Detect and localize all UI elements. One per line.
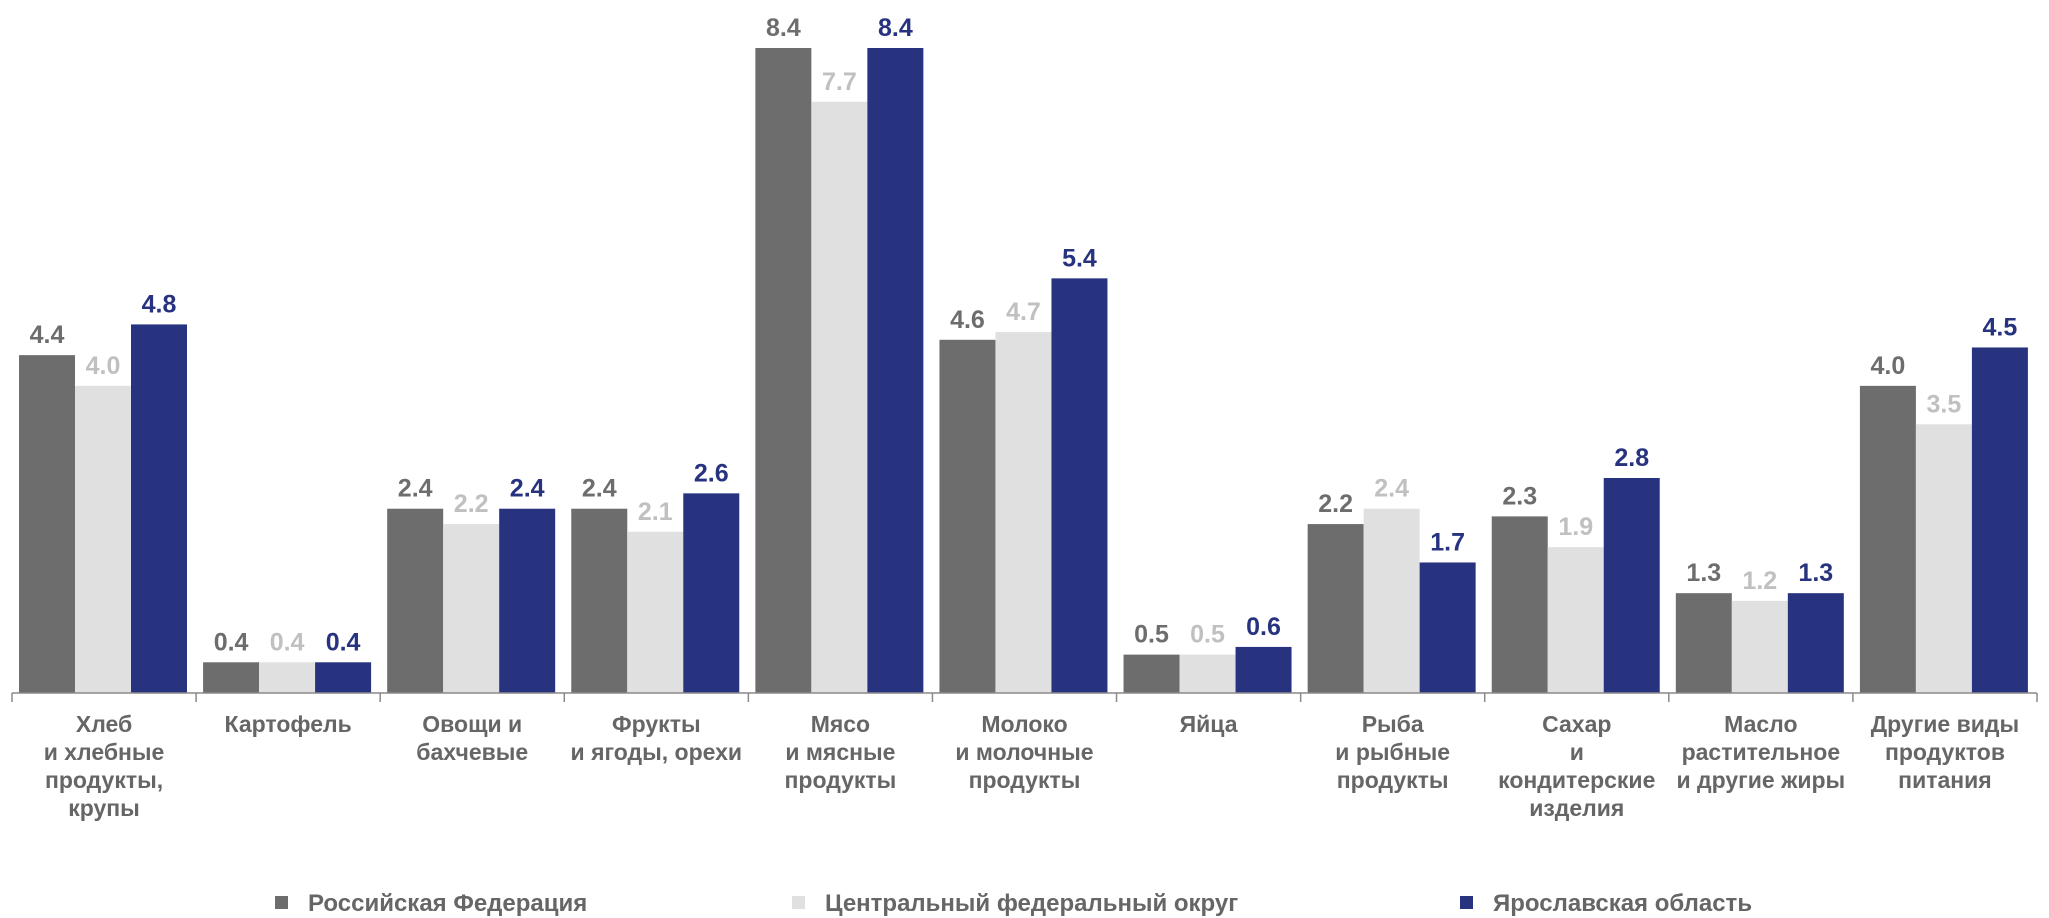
bar [1307,524,1364,693]
data-label: 4.6 [950,306,985,334]
legend-label: Центральный федеральный округ [825,890,1238,917]
legend-label: Российская Федерация [308,890,587,917]
category-label: Рыба и рыбные продукты [1335,711,1450,793]
data-label: 4.0 [1871,352,1906,380]
data-label: 2.4 [398,475,433,503]
bar [1491,516,1548,693]
bar [387,508,444,693]
data-label: 0.4 [326,628,361,656]
bar [995,332,1052,693]
bar [75,385,131,693]
bar [867,48,924,693]
data-label: 1.2 [1742,567,1777,595]
legend-item: Ярославская область [1460,890,1752,917]
data-label: 2.1 [638,498,673,526]
bar [1603,478,1660,693]
data-label: 3.5 [1927,390,1962,418]
bar [203,662,260,693]
bar [1179,654,1236,693]
category-label: Овощи и бахчевые [416,711,528,765]
legend-item: Центральный федеральный округ [792,890,1238,917]
category-label: Хлеб и хлебные продукты, крупы [44,711,165,821]
bar [1235,646,1292,693]
bar [571,508,628,693]
data-label: 2.4 [582,475,617,503]
category-labels-layer: Хлеб и хлебные продукты, крупы Картофель Овощ… [44,711,2019,821]
data-label: 8.4 [878,14,913,42]
data-label: 4.8 [142,290,177,318]
data-label: 4.4 [30,321,65,349]
data-label: 4.0 [86,352,121,380]
legend-label: Ярославская область [1493,890,1752,917]
bar [1123,654,1180,693]
data-label: 1.9 [1558,513,1593,541]
data-label: 5.4 [1062,244,1097,272]
bar [1731,600,1788,693]
data-label: 2.4 [1374,475,1409,503]
bar [1971,347,2028,693]
data-label: 4.7 [1006,298,1041,326]
x-axis [11,692,2038,702]
category-label: Фрукты и ягоды, орехи [571,711,743,765]
bar [627,531,684,693]
data-labels-layer: 4.4 4.0 4.8 0.4 0.4 0.4 2.4 2.2 2.4 2.4 2.1 2.6 8.4 7… [30,14,2018,656]
category-label: Сахар и кондитерские изделия [1498,711,1655,821]
bar [939,339,996,693]
data-label: 2.2 [1318,490,1353,518]
bar [1051,278,1108,693]
data-label: 2.6 [694,459,729,487]
category-label: Мясо и мясные продукты [785,711,897,793]
data-label: 0.4 [214,628,249,656]
data-label: 0.5 [1190,621,1225,649]
bar [259,662,316,693]
data-label: 2.3 [1502,482,1537,510]
data-label: 1.3 [1798,559,1833,587]
bar [315,662,372,693]
data-label: 7.7 [822,68,857,96]
bar [19,355,75,693]
category-label: Яйца [1180,711,1238,737]
category-label: Масло растительное и другие жиры [1677,711,1846,793]
bar [1675,593,1732,693]
legend: Российская Федерация Центральный федераль… [275,890,1752,917]
category-label: Молоко и молочные продукты [955,711,1093,793]
data-label: 2.4 [510,475,545,503]
category-label: Картофель [225,711,352,737]
bar [1363,508,1420,693]
legend-item: Российская Федерация [275,890,587,917]
category-label: Другие виды продуктов питания [1871,711,2019,793]
data-label: 2.2 [454,490,489,518]
bar [131,324,187,693]
bar [1419,562,1476,693]
bar [811,101,868,693]
bar [1915,424,1972,693]
data-label: 0.6 [1246,613,1281,641]
bars-layer [19,48,2028,693]
data-label: 1.7 [1430,528,1465,556]
data-label: 0.5 [1134,621,1169,649]
bar [1787,593,1844,693]
data-label: 4.5 [1983,313,2018,341]
legend-swatch [275,896,288,909]
bar [683,493,740,693]
bar [443,524,500,693]
data-label: 1.3 [1686,559,1721,587]
data-label: 2.8 [1614,444,1649,472]
bar [1547,547,1604,693]
bar [499,508,556,693]
bar [1859,385,1916,693]
legend-swatch [1460,896,1473,909]
legend-swatch [792,896,805,909]
data-label: 8.4 [766,14,801,42]
data-label: 0.4 [270,628,305,656]
bar [755,48,812,693]
